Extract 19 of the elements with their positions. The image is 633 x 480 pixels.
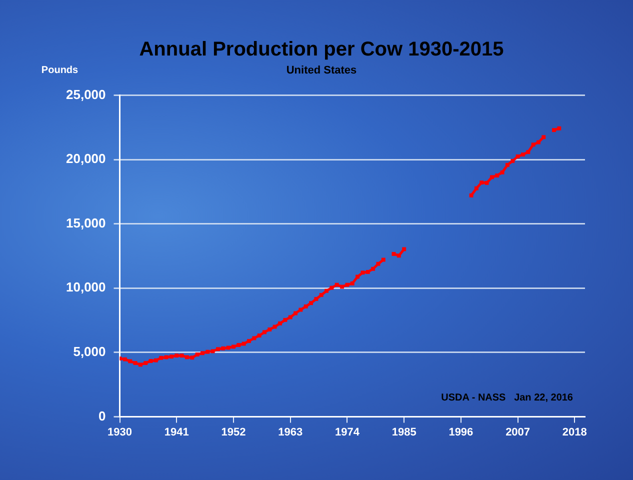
y-tick-label: 0 bbox=[98, 408, 106, 424]
annotation: USDA - NASS Jan 22, 2016 bbox=[441, 392, 574, 404]
x-tick-label: 2007 bbox=[506, 426, 530, 438]
x-tick-label: 1941 bbox=[164, 426, 189, 438]
x-tick-label: 1996 bbox=[448, 426, 474, 438]
x-tick-label: 1930 bbox=[108, 426, 132, 438]
y-axis-title: Pounds bbox=[41, 64, 79, 76]
y-tick-label: 20,000 bbox=[66, 151, 106, 166]
chart-subtitle: United States bbox=[286, 64, 357, 77]
x-tick-label: 1952 bbox=[221, 426, 246, 438]
x-tick-label: 1974 bbox=[334, 426, 360, 438]
y-tick-label: 10,000 bbox=[66, 280, 106, 295]
y-tick-label: 25,000 bbox=[66, 86, 106, 102]
x-tick-label: 1985 bbox=[392, 426, 416, 438]
chart-title: Annual Production per Cow 1930-2015 bbox=[139, 38, 504, 61]
x-tick-label: 1963 bbox=[278, 426, 303, 438]
x-tick-label: 2018 bbox=[562, 426, 587, 438]
y-tick-label: 5,000 bbox=[73, 344, 106, 360]
y-tick-label: 15,000 bbox=[66, 215, 106, 230]
